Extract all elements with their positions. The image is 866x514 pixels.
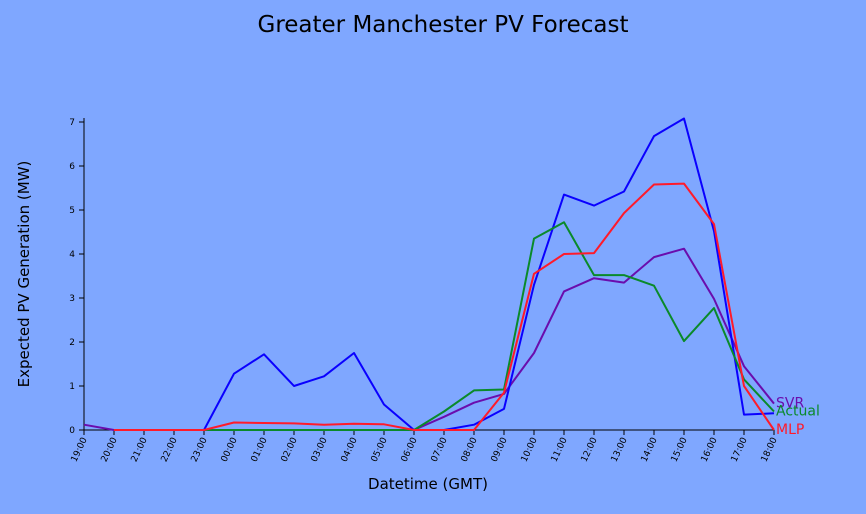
x-tick-label: 16:00	[700, 436, 720, 464]
y-tick-label: 3	[69, 294, 75, 304]
x-tick-label: 17:00	[730, 436, 750, 464]
series-label-svr: SVR	[776, 396, 804, 412]
series-label-actual: Actual	[776, 404, 820, 420]
x-tick-label: 05:00	[370, 436, 390, 464]
y-tick-label: 2	[69, 338, 75, 348]
x-tick-label: 18:00	[760, 436, 780, 464]
x-tick-label: 21:00	[130, 436, 150, 464]
x-tick-label: 09:00	[490, 436, 510, 464]
x-tick-label: 19:00	[70, 436, 90, 464]
x-tick-label: 00:00	[220, 436, 240, 464]
x-tick-label: 12:00	[580, 436, 600, 464]
y-tick-label: 5	[69, 206, 75, 216]
x-axis: 19:00 20:00 21:00 22:00 23:00 00:00 01:00 02:00…	[70, 429, 780, 464]
x-tick-label: 13:00	[610, 436, 630, 464]
series-line-actual-2	[114, 221, 775, 431]
x-tick-label: 22:00	[160, 436, 180, 464]
x-tick-label: 07:00	[430, 436, 450, 464]
x-tick-label: 11:00	[550, 436, 570, 464]
x-tick-label: 08:00	[460, 436, 480, 464]
x-axis-label: Datetime (GMT)	[368, 475, 488, 493]
series-label-mlp: MLP	[776, 422, 804, 438]
y-axis: 0 1 2 3 4 5 6 7	[69, 118, 85, 436]
y-tick-label: 6	[69, 162, 75, 172]
y-axis-label: Expected PV Generation (MW)	[15, 161, 33, 388]
series-line-svr-1	[114, 117, 775, 431]
x-tick-label: 06:00	[400, 436, 420, 464]
y-tick-label: 4	[69, 250, 75, 260]
x-tick-label: 04:00	[340, 436, 360, 464]
y-tick-label: 7	[69, 118, 75, 128]
series-line-svr-0	[83, 247, 775, 431]
x-tick-label: 02:00	[280, 436, 300, 464]
y-tick-label: 1	[69, 382, 75, 392]
x-tick-label: 20:00	[100, 436, 120, 464]
x-tick-label: 15:00	[670, 436, 690, 464]
x-tick-label: 03:00	[310, 436, 330, 464]
x-tick-label: 01:00	[250, 436, 270, 464]
x-tick-label: 10:00	[520, 436, 540, 464]
x-tick-label: 14:00	[640, 436, 660, 464]
series-lines	[83, 117, 775, 431]
y-tick-label: 0	[69, 426, 75, 436]
series-line-mlp-3	[114, 182, 775, 431]
x-tick-label: 23:00	[190, 436, 210, 464]
chart-title: Greater Manchester PV Forecast	[258, 12, 629, 38]
